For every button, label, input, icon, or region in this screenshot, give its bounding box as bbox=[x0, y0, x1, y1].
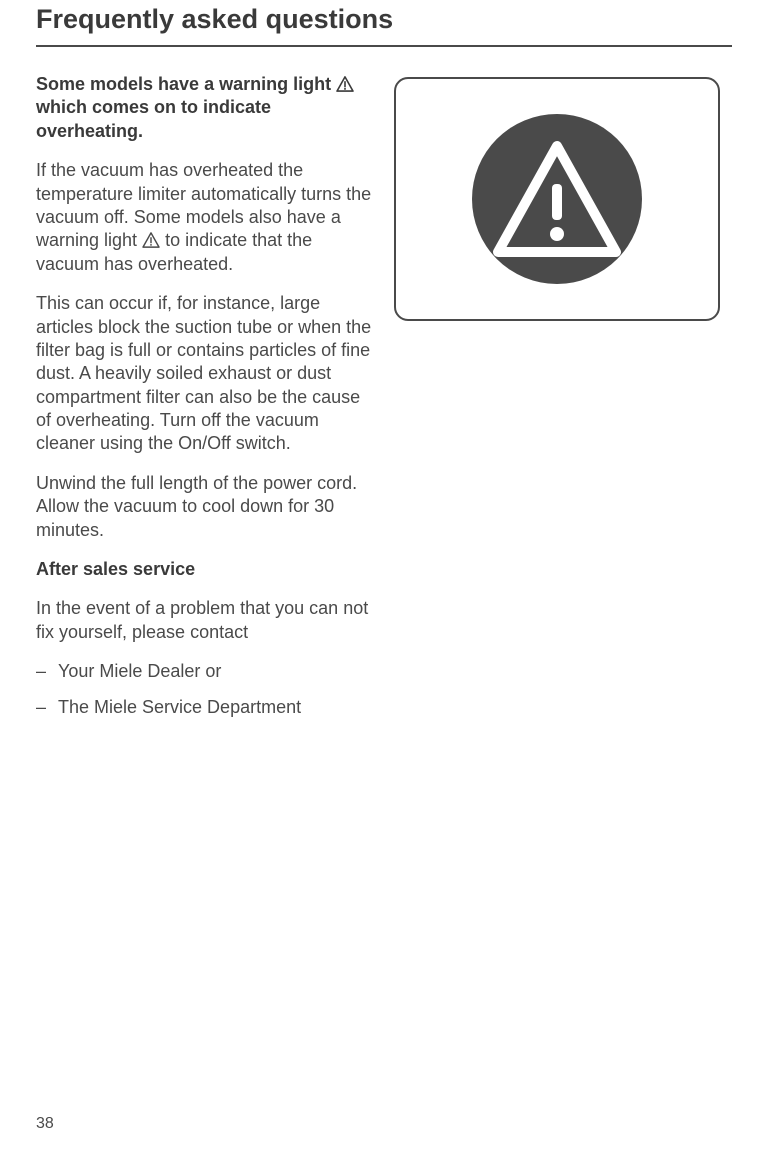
overheat-para2: This can occur if, for instance, large a… bbox=[36, 292, 374, 456]
list-dash: – bbox=[36, 660, 58, 683]
warning-figure-box bbox=[394, 77, 720, 321]
list-dash: – bbox=[36, 696, 58, 719]
right-column bbox=[394, 73, 732, 731]
list-item: – The Miele Service Department bbox=[36, 696, 374, 719]
after-sales-para: In the event of a problem that you can n… bbox=[36, 597, 374, 644]
heading-text-pre: Some models have a warning light bbox=[36, 74, 336, 94]
content-columns: Some models have a warning light which c… bbox=[36, 73, 732, 731]
overheat-para3: Unwind the full length of the power cord… bbox=[36, 472, 374, 542]
heading-text-post: which comes on to indicate overheating. bbox=[36, 97, 271, 140]
overheat-heading: Some models have a warning light which c… bbox=[36, 73, 374, 143]
warning-triangle-icon bbox=[336, 76, 354, 92]
list-item: – Your Miele Dealer or bbox=[36, 660, 374, 683]
contact-list: – Your Miele Dealer or – The Miele Servi… bbox=[36, 660, 374, 719]
overheat-para1: If the vacuum has overheated the tempera… bbox=[36, 159, 374, 276]
page-title: Frequently asked questions bbox=[36, 0, 732, 47]
warning-circle bbox=[472, 114, 642, 284]
page-number: 38 bbox=[36, 1115, 54, 1133]
warning-triangle-large-icon bbox=[492, 140, 622, 258]
list-item-text: The Miele Service Department bbox=[58, 696, 301, 719]
after-sales-heading: After sales service bbox=[36, 558, 374, 581]
list-item-text: Your Miele Dealer or bbox=[58, 660, 221, 683]
warning-triangle-icon bbox=[142, 232, 160, 248]
left-column: Some models have a warning light which c… bbox=[36, 73, 374, 731]
